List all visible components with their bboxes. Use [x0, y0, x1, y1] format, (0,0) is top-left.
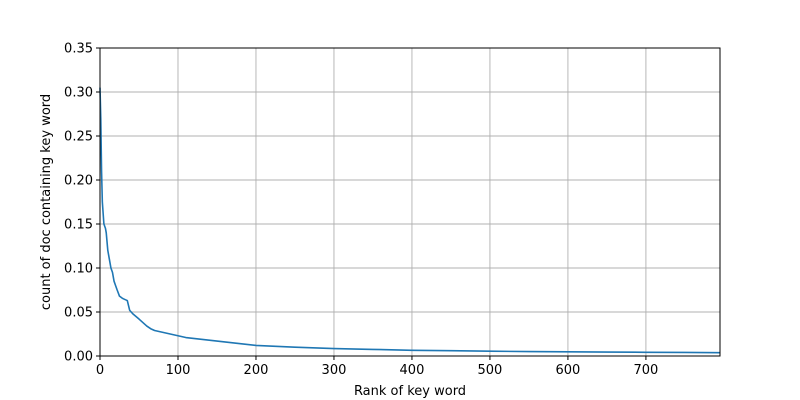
- y-tick-label: 0.00: [64, 350, 93, 365]
- y-axis-label: count of doc containing key word: [39, 94, 54, 310]
- series-line: [99, 87, 721, 354]
- x-tick-label: 600: [556, 363, 581, 378]
- grid: [99, 47, 720, 357]
- x-tick-label: 100: [166, 363, 191, 378]
- series-layer: [99, 87, 721, 354]
- x-tick-label: 400: [400, 363, 425, 378]
- y-tick-label: 0.10: [64, 262, 93, 277]
- plot-frame: [99, 47, 721, 357]
- y-axis-ticks: 0.00 0.05 0.10 0.15 0.20 0.25 0.30 0.35: [64, 42, 100, 365]
- x-tick-label: 200: [244, 363, 269, 378]
- y-tick-label: 0.15: [64, 218, 93, 233]
- x-tick-label: 500: [478, 363, 503, 378]
- y-tick-label: 0.20: [64, 174, 93, 189]
- x-tick-label: 300: [322, 363, 347, 378]
- x-axis-ticks: 0 100 200 300 400 500 600 700: [96, 356, 658, 378]
- y-tick-label: 0.25: [64, 130, 93, 145]
- x-axis-label: Rank of key word: [354, 384, 466, 399]
- y-tick-label: 0.05: [64, 306, 93, 321]
- x-tick-label: 0: [96, 363, 104, 378]
- y-tick-label: 0.30: [64, 86, 93, 101]
- x-tick-label: 700: [633, 363, 658, 378]
- y-tick-label: 0.35: [64, 42, 93, 57]
